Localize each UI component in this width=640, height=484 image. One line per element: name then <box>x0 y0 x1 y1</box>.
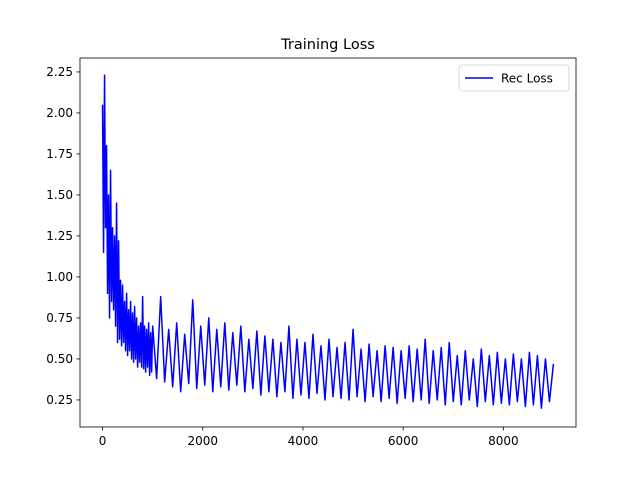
y-tick-label: 1.25 <box>46 229 73 243</box>
x-tick-label: 8000 <box>488 434 519 448</box>
legend-box <box>458 64 570 92</box>
axes-frame <box>79 57 577 428</box>
y-tick-label: 1.50 <box>46 188 73 202</box>
legend-label: Rec Loss <box>501 72 553 86</box>
y-tick-label: 2.25 <box>46 65 73 79</box>
chart-title: Training Loss <box>280 37 375 53</box>
x-tick-label: 0 <box>99 434 107 448</box>
series-line <box>101 74 555 409</box>
y-tick-label: 1.00 <box>46 270 73 284</box>
x-tick-label: 6000 <box>388 434 419 448</box>
y-tick-label: 0.25 <box>46 393 73 407</box>
x-tick-label: 2000 <box>187 434 218 448</box>
x-tick-label: 4000 <box>288 434 319 448</box>
y-tick-label: 0.75 <box>46 311 73 325</box>
y-tick-label: 0.50 <box>46 352 73 366</box>
y-tick-label: 2.00 <box>46 106 73 120</box>
y-tick-label: 1.75 <box>46 147 73 161</box>
